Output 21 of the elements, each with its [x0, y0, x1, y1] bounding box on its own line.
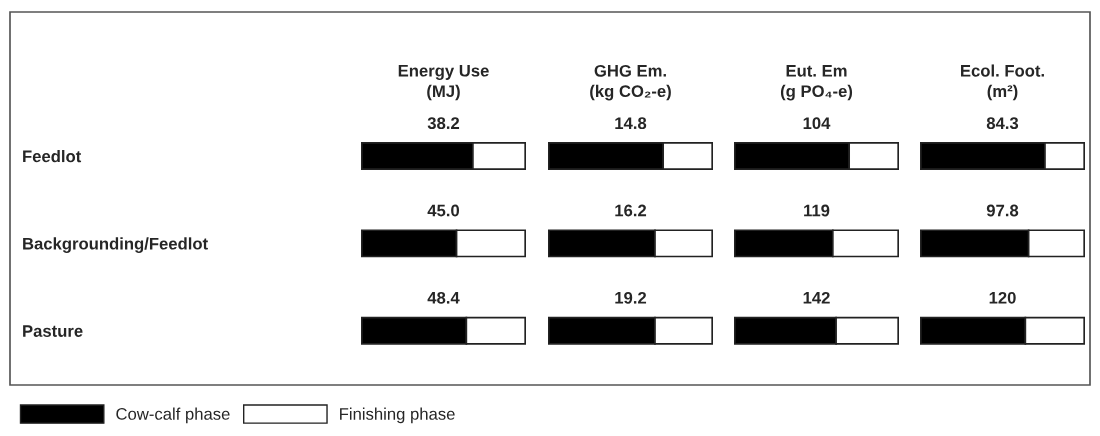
legend-label: Finishing phase	[340, 407, 455, 424]
annotation: 14.8	[615, 117, 647, 130]
annotation: 97.8	[986, 204, 1019, 217]
annotation: 16.2	[615, 204, 647, 217]
y-tick-label: Feedlot	[23, 149, 82, 163]
annotation: 45.0	[427, 204, 460, 217]
annotation: 48.4	[427, 291, 460, 304]
annotation: 104	[803, 117, 831, 130]
legend-label: Cow-calf phase	[116, 407, 230, 424]
annotation: 38.2	[427, 117, 460, 130]
y-tick-label: Backgrounding/Feedlot	[23, 237, 208, 253]
annotation: 19.2	[615, 291, 647, 304]
y-tick-label: Pasture	[23, 325, 83, 337]
annotation: 142	[803, 291, 830, 304]
chart-title: Energy Use (MJ)	[398, 64, 489, 101]
chart-title: GHG Em. (kg CO₂-e)	[590, 64, 671, 101]
annotation: 84.3	[986, 117, 1019, 130]
annotation: 120	[989, 291, 1016, 304]
chart-title: Eut. Em (g PO₄-e)	[780, 65, 853, 101]
annotation: 119	[804, 204, 830, 217]
chart-title: Ecol. Foot. (m²)	[961, 64, 1044, 101]
